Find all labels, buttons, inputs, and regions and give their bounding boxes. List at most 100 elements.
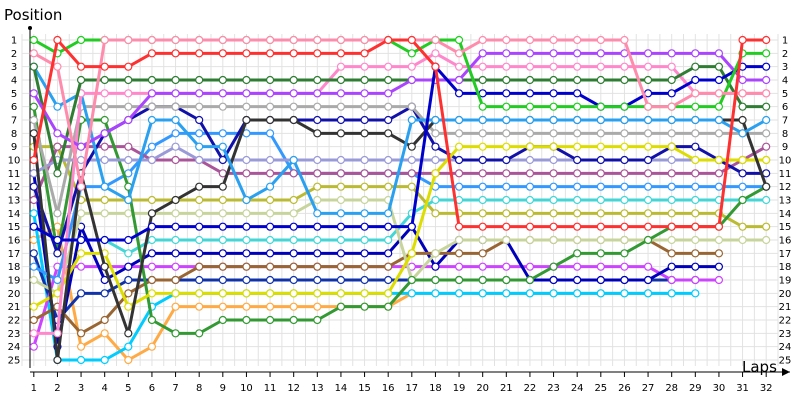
series-point bbox=[171, 262, 180, 271]
series-point bbox=[714, 262, 724, 271]
series-point bbox=[714, 75, 724, 85]
series-point bbox=[502, 155, 511, 165]
series-point bbox=[100, 329, 109, 338]
y-tick-label-right: 20 bbox=[779, 289, 792, 300]
series-point bbox=[289, 155, 298, 165]
series-point bbox=[171, 275, 180, 285]
series-point bbox=[171, 302, 180, 311]
series-point bbox=[502, 222, 511, 231]
y-tick-label-right: 1 bbox=[782, 36, 788, 47]
series-point bbox=[596, 249, 605, 258]
series-point bbox=[691, 209, 700, 218]
series-point bbox=[100, 235, 109, 245]
series-point bbox=[454, 235, 464, 245]
series-point bbox=[596, 35, 605, 45]
series-point bbox=[218, 275, 227, 285]
series-point bbox=[620, 182, 629, 191]
y-tick-label-right: 22 bbox=[779, 316, 792, 327]
series-point bbox=[525, 235, 535, 245]
y-tick-label-left: 2 bbox=[11, 49, 17, 60]
series-point bbox=[691, 249, 700, 258]
y-tick-label-right: 6 bbox=[782, 102, 788, 113]
series-point bbox=[596, 222, 605, 231]
series-point bbox=[407, 35, 416, 45]
series-point bbox=[76, 262, 86, 271]
series-point bbox=[313, 129, 322, 138]
series-point bbox=[738, 222, 747, 231]
series-point bbox=[242, 35, 251, 45]
series-line-8 bbox=[29, 62, 771, 218]
series-point bbox=[502, 209, 511, 218]
series-point bbox=[100, 142, 109, 151]
series-point bbox=[691, 75, 700, 85]
series-point bbox=[549, 102, 558, 111]
series-point bbox=[454, 62, 464, 71]
series-point bbox=[667, 49, 676, 58]
series-point bbox=[336, 102, 346, 111]
series-point bbox=[762, 62, 771, 71]
series-point bbox=[29, 89, 38, 98]
series-point bbox=[195, 89, 204, 98]
series-point bbox=[53, 62, 62, 71]
series-point bbox=[265, 315, 275, 325]
series-point bbox=[124, 35, 133, 45]
series-point bbox=[242, 89, 251, 98]
series-point bbox=[431, 209, 440, 218]
series-point bbox=[762, 182, 771, 191]
series-point bbox=[407, 222, 416, 231]
series-point bbox=[218, 262, 227, 271]
series-point bbox=[620, 275, 629, 285]
series-point bbox=[265, 195, 275, 205]
series-point bbox=[242, 235, 251, 245]
series-point bbox=[454, 115, 464, 125]
y-tick-label-left: 22 bbox=[8, 316, 21, 327]
series-point bbox=[195, 275, 204, 285]
series-point bbox=[667, 115, 676, 125]
series-point bbox=[360, 209, 369, 218]
series-point bbox=[124, 155, 133, 165]
series-point bbox=[384, 102, 393, 111]
series-point bbox=[667, 89, 676, 98]
series-point bbox=[313, 275, 322, 285]
series-point bbox=[431, 169, 440, 178]
series-point bbox=[384, 75, 393, 85]
series-point bbox=[218, 129, 227, 138]
series-point bbox=[643, 275, 653, 285]
series-point bbox=[525, 62, 535, 71]
series-point bbox=[195, 289, 204, 298]
series-point bbox=[714, 169, 724, 178]
series-point bbox=[336, 235, 346, 245]
y-tick-label-right: 14 bbox=[779, 209, 792, 220]
y-tick-label-left: 14 bbox=[8, 209, 21, 220]
series-point bbox=[573, 209, 582, 218]
series-point bbox=[29, 342, 38, 351]
series-point bbox=[195, 235, 204, 245]
series-point bbox=[360, 155, 369, 165]
series-point bbox=[76, 329, 86, 338]
y-tick-label-right: 8 bbox=[782, 129, 788, 140]
series-point bbox=[431, 289, 440, 298]
series-point bbox=[525, 155, 535, 165]
series-point bbox=[147, 49, 157, 58]
series-point bbox=[431, 142, 440, 151]
series-point bbox=[29, 49, 38, 58]
series-point bbox=[195, 262, 204, 271]
series-point bbox=[454, 142, 464, 151]
series-point bbox=[667, 142, 676, 151]
x-tick-label: 9 bbox=[220, 383, 226, 394]
series-point bbox=[124, 102, 133, 111]
series-point bbox=[502, 262, 511, 271]
series-point bbox=[336, 249, 346, 258]
series-point bbox=[265, 75, 275, 85]
series-point bbox=[265, 35, 275, 45]
y-axis-origin-dot bbox=[28, 26, 32, 30]
series-point bbox=[525, 49, 535, 58]
series-point bbox=[29, 249, 38, 258]
series-point bbox=[525, 275, 535, 285]
series-point bbox=[218, 89, 227, 98]
series-point bbox=[171, 222, 180, 231]
series-point bbox=[478, 142, 487, 151]
series-point bbox=[549, 169, 558, 178]
series-point bbox=[53, 102, 62, 111]
series-point bbox=[76, 75, 86, 85]
